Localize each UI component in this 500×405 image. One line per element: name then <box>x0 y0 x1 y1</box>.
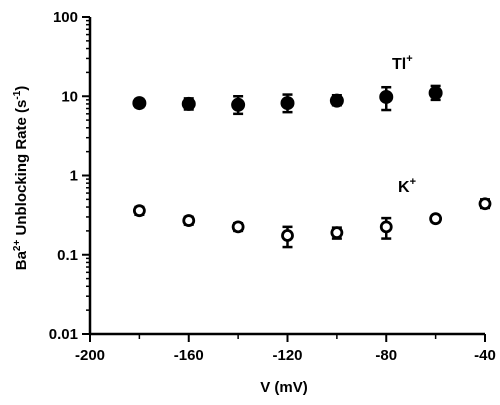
x-tick-label: -80 <box>375 347 397 364</box>
series-label-k: K+ <box>398 176 416 196</box>
y-tick-label: 0.1 <box>57 247 78 264</box>
data-markers <box>132 85 492 242</box>
y-tick-label: 1 <box>70 168 78 185</box>
data-point-tl <box>181 96 196 111</box>
data-point-k <box>330 226 344 240</box>
data-point-tl <box>428 85 443 100</box>
data-point-k <box>429 212 443 226</box>
data-point-tl <box>231 97 246 112</box>
data-point-tl <box>132 96 147 111</box>
data-point-tl <box>280 96 295 111</box>
tick-labels: 0.01 0.1 1 10 100 -200 -160 -120 -80 -40 <box>49 9 496 364</box>
x-axis-title: V (mV) <box>260 379 308 396</box>
x-tick-label: -160 <box>174 347 204 364</box>
x-tick-label: -120 <box>272 347 302 364</box>
data-point-k <box>231 220 245 234</box>
data-point-k <box>379 220 393 234</box>
data-point-k <box>281 229 294 242</box>
data-point-tl <box>329 93 344 108</box>
y-tick-label: 10 <box>61 88 78 105</box>
axes <box>88 17 485 336</box>
data-point-k <box>132 204 146 218</box>
data-point-k <box>182 214 196 227</box>
y-axis-title: Ba2+ Unblocking Rate (s-1) <box>12 86 30 271</box>
data-point-k <box>478 197 492 211</box>
tick-marks <box>82 16 486 342</box>
x-tick-label: -200 <box>75 347 105 364</box>
data-point-tl <box>379 89 394 104</box>
x-tick-label: -40 <box>474 347 496 364</box>
series-label-tl: Tl+ <box>392 53 413 73</box>
y-tick-label: 100 <box>53 9 78 26</box>
y-tick-label: 0.01 <box>49 326 78 343</box>
